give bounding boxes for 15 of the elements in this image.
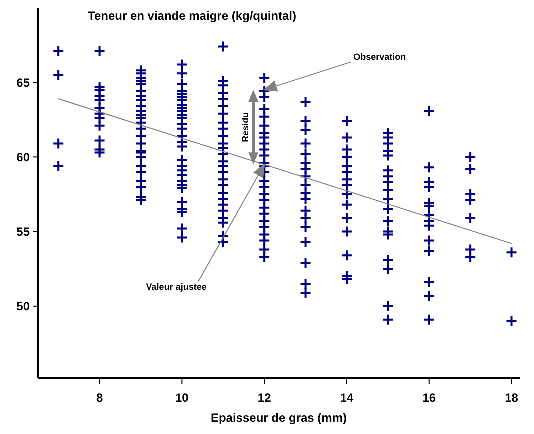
chart-title: Teneur en viande maigre (kg/quintal) [88,9,296,23]
annotation: Residu [240,112,251,142]
y-tick-label: 65 [16,76,30,90]
x-axis-title: Epaisseur de gras (mm) [210,411,348,425]
x-tick-label: 16 [422,391,436,405]
y-tick-label: 55 [16,224,30,239]
x-tick-label: 14 [340,391,354,405]
x-tick-label: 12 [258,391,272,405]
y-tick-label: 60 [16,150,30,164]
annotation: Observation [354,52,406,62]
y-tick-label: 50 [16,300,30,314]
x-tick-label: 10 [176,391,190,405]
x-tick-label: 8 [96,391,104,405]
x-tick-label: 18 [505,391,519,405]
annotation: Valeur ajustee [146,282,207,292]
